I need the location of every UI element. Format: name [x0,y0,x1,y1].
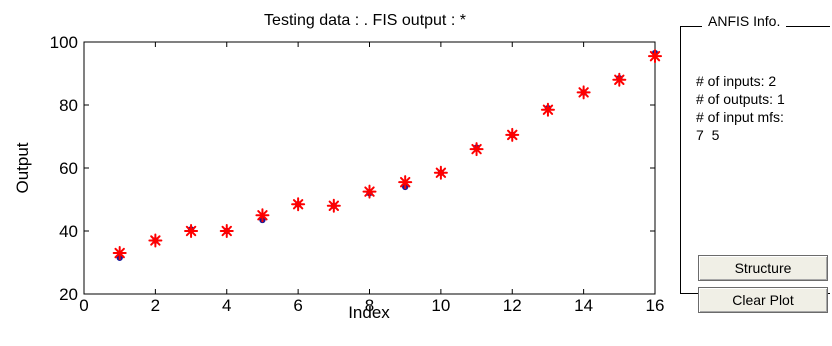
anfis-info-title: ANFIS Info. [702,13,787,29]
x-tick-label: 2 [151,296,160,315]
info-inputs: # of inputs: 2 [696,73,777,89]
y-tick-label: 60 [59,159,78,178]
info-input-mfs-value: 7 5 [696,127,720,143]
x-tick-label: 0 [79,296,88,315]
fis-output-point [398,175,413,190]
x-tick-label: 8 [365,296,374,315]
x-tick-label: 12 [503,296,522,315]
y-tick-label: 20 [59,285,78,304]
y-tick-label: 80 [59,96,78,115]
y-tick-label: 40 [59,222,78,241]
fis-output-point [148,233,163,248]
x-tick-label: 10 [431,296,450,315]
fis-output-point [184,224,199,238]
clear-plot-button[interactable]: Clear Plot [698,287,828,313]
fis-output-point [255,208,270,223]
fis-output-point [433,165,448,180]
data-points [112,49,662,261]
y-tick-label: 100 [50,33,78,52]
fis-output-point [505,127,520,142]
fis-output-point [291,197,306,212]
fis-output-point [469,142,484,157]
anfis-info-panel [680,26,830,294]
x-tick-label: 14 [574,296,593,315]
fis-output-point [576,85,591,100]
fis-output-point [112,246,127,261]
structure-button[interactable]: Structure [698,255,828,281]
fis-output-point [612,72,627,87]
fis-output-point [362,184,377,199]
y-axis-label: Output [13,142,32,193]
x-tick-label: 16 [646,296,665,315]
fis-output-point [326,198,341,213]
axis-ticks: 0 2 4 6 8 10 12 14 16 20 40 60 80 100 [50,33,665,315]
plot-title: Testing data : . FIS output : * [264,12,466,29]
fis-output-point [219,224,234,238]
fis-output-point [540,102,555,117]
x-tick-label: 4 [222,296,231,315]
scatter-plot: Testing data : . FIS output : * 0 2 4 6 8 10 1… [13,12,665,322]
x-tick-label: 6 [293,296,302,315]
axes-box [83,41,656,295]
fis-output-point [648,49,662,64]
anfis-info-text: # of inputs: 2 # of outputs: 1 # of inpu… [696,72,785,144]
x-axis-label: Index [348,303,390,322]
plot-area: Testing data : . FIS output : * 0 2 4 6 8 10 1… [13,12,665,322]
info-input-mfs-label: # of input mfs: [696,109,784,125]
info-outputs: # of outputs: 1 [696,91,785,107]
